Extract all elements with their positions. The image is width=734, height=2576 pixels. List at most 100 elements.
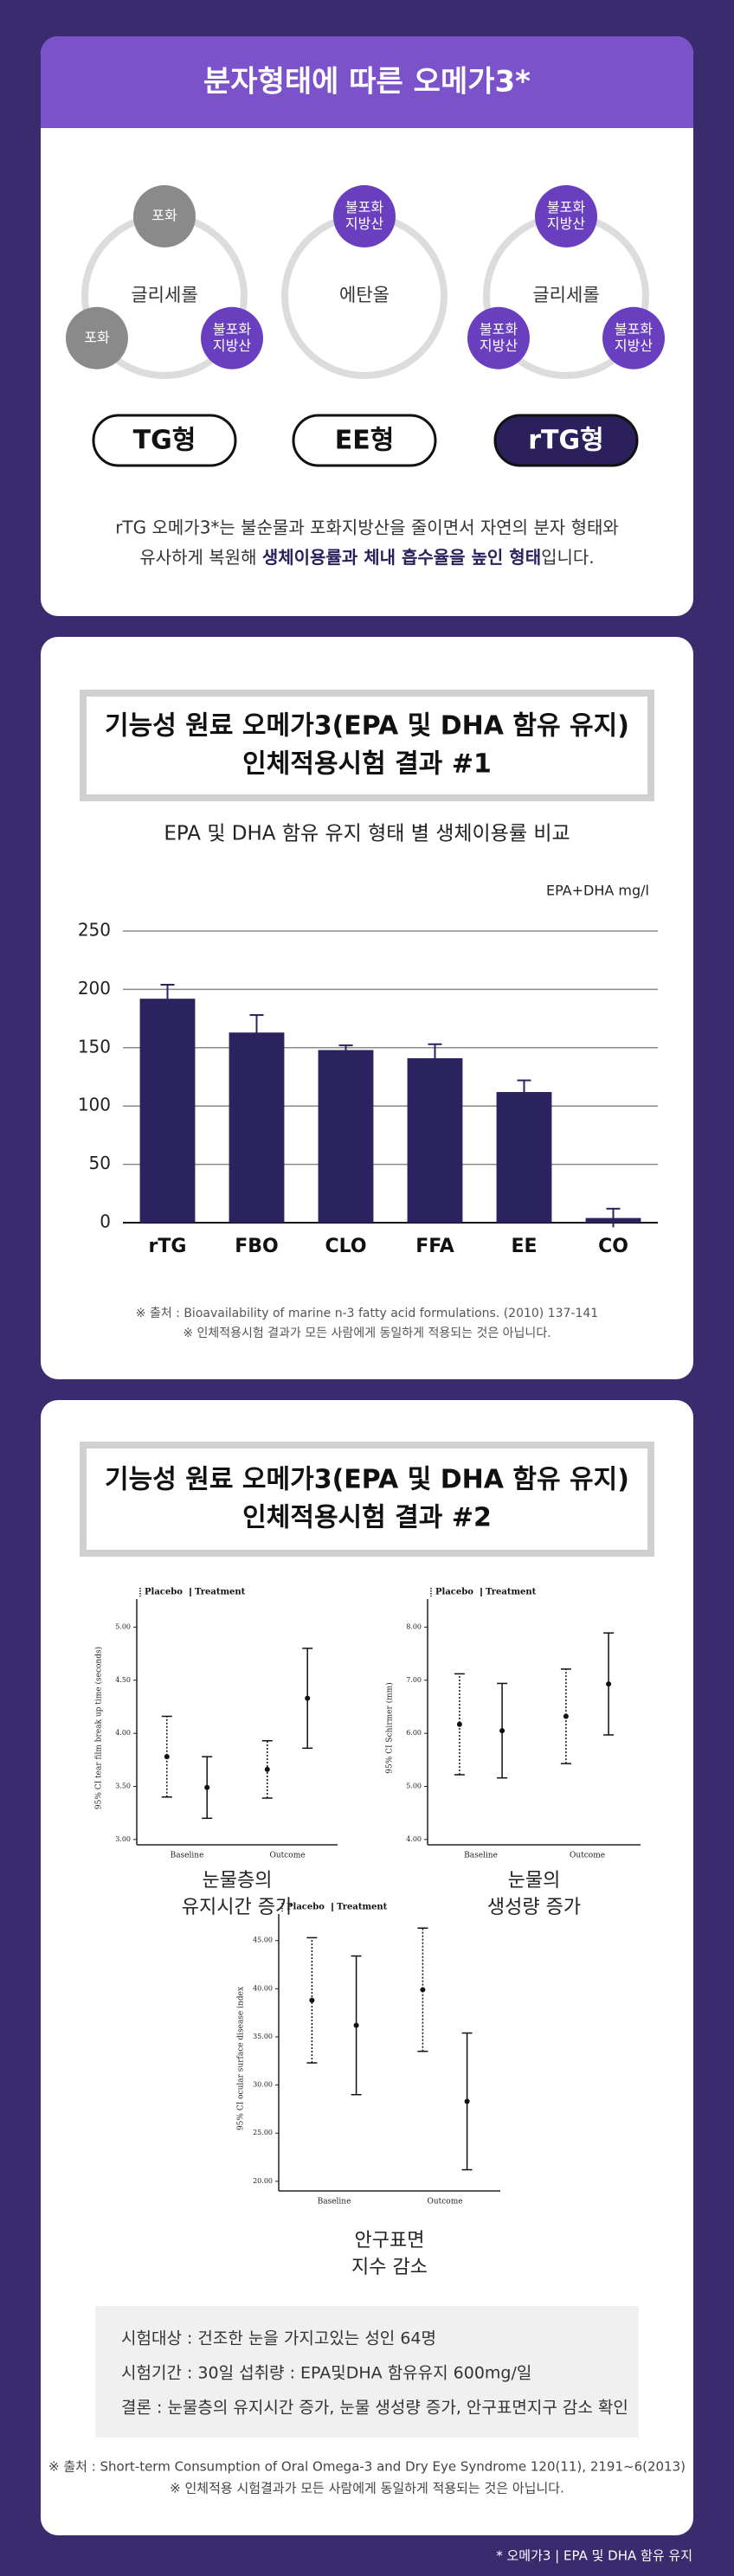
- type-pill: [92, 414, 237, 467]
- node-label: 지방산: [480, 337, 518, 354]
- x-tick-label: Baseline: [318, 2198, 351, 2207]
- chart-caption: 유지시간 증가: [182, 1897, 293, 1918]
- node: [65, 306, 128, 369]
- y-tick-label: 7.00: [406, 1676, 422, 1684]
- node-label: 지방산: [213, 337, 251, 354]
- y-tick-label: 35.00: [253, 2033, 273, 2040]
- node-label: 불포화: [615, 321, 653, 337]
- source: ※ 출처 : Short-term Consumption of Oral Om…: [48, 2459, 686, 2475]
- x-tick-label: Outcome: [427, 2198, 462, 2207]
- x-tick-label: FFA: [415, 1236, 454, 1257]
- y-tick-label: 50: [89, 1153, 111, 1173]
- y-axis-label: 95% CI ocular surface disease index: [237, 1987, 246, 2130]
- y-tick-label: 5.00: [115, 1622, 131, 1630]
- node-label: 불포화: [480, 321, 518, 337]
- mean-point: [305, 1695, 311, 1701]
- type-pill: [292, 414, 437, 467]
- card: [41, 36, 693, 616]
- y-tick-label: 45.00: [253, 1937, 273, 1944]
- detail: 시험기간 : 30일 섭취량 : EPA및DHA 함유유지 600mg/일: [121, 2364, 531, 2383]
- card-header: [41, 95, 693, 128]
- section-title: 인체적용시험 결과 #1: [242, 749, 492, 780]
- y-tick-label: 4.00: [406, 1835, 422, 1843]
- mean-point: [353, 2022, 359, 2028]
- section-title: 인체적용시험 결과 #2: [242, 1503, 492, 1533]
- x-tick-label: Baseline: [464, 1852, 498, 1860]
- node-label: 지방산: [547, 215, 585, 232]
- mean-point: [420, 1987, 426, 1993]
- chart-subtitle: EPA 및 DHA 함유 유지 형태 별 생체이용률 비교: [164, 823, 570, 845]
- section-title: 기능성 원료 오메가3(EPA 및 DHA 함유 유지): [105, 711, 629, 742]
- y-tick-label: 40.00: [253, 1984, 273, 1992]
- description: rTG 오메가3*는 불순물과 포화지방산을 줄이면서 자연의 분자 형태와: [115, 517, 619, 538]
- y-axis-label: 95% CI tear film break up time (seconds): [94, 1647, 104, 1809]
- y-tick-label: 4.00: [115, 1729, 131, 1737]
- chart-caption: 지수 감소: [351, 2257, 428, 2278]
- description: 유사하게 복원해 생체이용률과 체내 흡수율을 높인 형태입니다.: [139, 547, 594, 568]
- source: ※ 인체적용시험 결과가 모든 사람에게 동일하게 적용되는 것은 아닙니다.: [183, 1327, 550, 1340]
- y-tick-label: 4.50: [115, 1676, 131, 1684]
- text: 유사하게 복원해: [139, 547, 262, 568]
- mean-point: [606, 1681, 612, 1687]
- node-label: 불포화: [345, 199, 383, 215]
- legend-label: Placebo: [145, 1588, 183, 1597]
- molecule-center: 글리세롤: [131, 285, 197, 305]
- molecule-center: 에탄올: [339, 285, 390, 305]
- chart-caption: 눈물층의: [203, 1870, 273, 1892]
- y-tick-label: 3.00: [115, 1835, 131, 1843]
- section-title: 분자형태에 따른 오메가3*: [203, 65, 531, 100]
- x-tick-label: CLO: [325, 1236, 366, 1257]
- y-tick-label: 25.00: [253, 2129, 273, 2136]
- x-tick-label: CO: [598, 1236, 628, 1257]
- mean-point: [456, 1721, 462, 1727]
- mean-point: [309, 1997, 315, 2003]
- node: [602, 306, 666, 369]
- x-tick-label: rTG: [149, 1236, 187, 1257]
- molecule-center: 글리세롤: [532, 285, 599, 305]
- y-tick-label: 20.00: [253, 2177, 273, 2185]
- type-label: TG형: [133, 426, 196, 456]
- node: [201, 306, 264, 369]
- text: 입니다.: [541, 547, 595, 568]
- node-label: 포화: [84, 329, 110, 345]
- node-label: 지방산: [615, 337, 653, 354]
- x-tick-label: Baseline: [171, 1852, 204, 1860]
- node-label: 불포화: [547, 199, 585, 215]
- title-box: [80, 690, 654, 801]
- mean-point: [264, 1766, 270, 1772]
- legend-label: Treatment: [337, 1903, 388, 1912]
- type-pill: [493, 414, 639, 467]
- type-label: EE형: [335, 426, 395, 456]
- node-label: 불포화: [213, 321, 251, 337]
- detail: 시험대상 : 건조한 눈을 가지고있는 성인 64명: [121, 2329, 436, 2348]
- card: [41, 1400, 693, 2535]
- node: [467, 306, 530, 369]
- highlight: 생체이용률과 체내 흡수율을 높인 형태: [262, 547, 541, 568]
- type-label: rTG형: [528, 426, 603, 456]
- footer: * 오메가3 | EPA 및 DHA 함유 유지: [496, 2548, 692, 2564]
- y-tick-label: 5.00: [406, 1783, 422, 1790]
- node: [133, 185, 196, 247]
- mean-point: [499, 1728, 505, 1734]
- bar: [407, 1057, 463, 1223]
- y-tick-label: 30.00: [253, 2081, 273, 2089]
- source: ※ 출처 : Bioavailability of marine n-3 fat…: [136, 1307, 598, 1320]
- x-tick-label: Outcome: [269, 1852, 305, 1860]
- chart-caption: 안구표면: [355, 2230, 425, 2252]
- node: [535, 185, 597, 247]
- source: ※ 인체적용 시험결과가 모든 사람에게 동일하게 적용되는 것은 아닙니다.: [170, 2481, 564, 2496]
- node-label: 포화: [151, 208, 177, 224]
- mean-point: [164, 1754, 170, 1760]
- legend-label: Treatment: [195, 1588, 246, 1597]
- section-title: 기능성 원료 오메가3(EPA 및 DHA 함유 유지): [105, 1465, 629, 1495]
- y-tick-label: 100: [78, 1095, 111, 1115]
- mean-point: [204, 1784, 210, 1790]
- legend-label: Placebo: [287, 1903, 325, 1912]
- y-tick-label: 6.00: [406, 1729, 422, 1737]
- mean-point: [464, 2098, 470, 2104]
- node: [333, 185, 396, 247]
- bar: [139, 999, 196, 1223]
- legend-label: Placebo: [435, 1588, 473, 1597]
- detail-box: [95, 2306, 639, 2438]
